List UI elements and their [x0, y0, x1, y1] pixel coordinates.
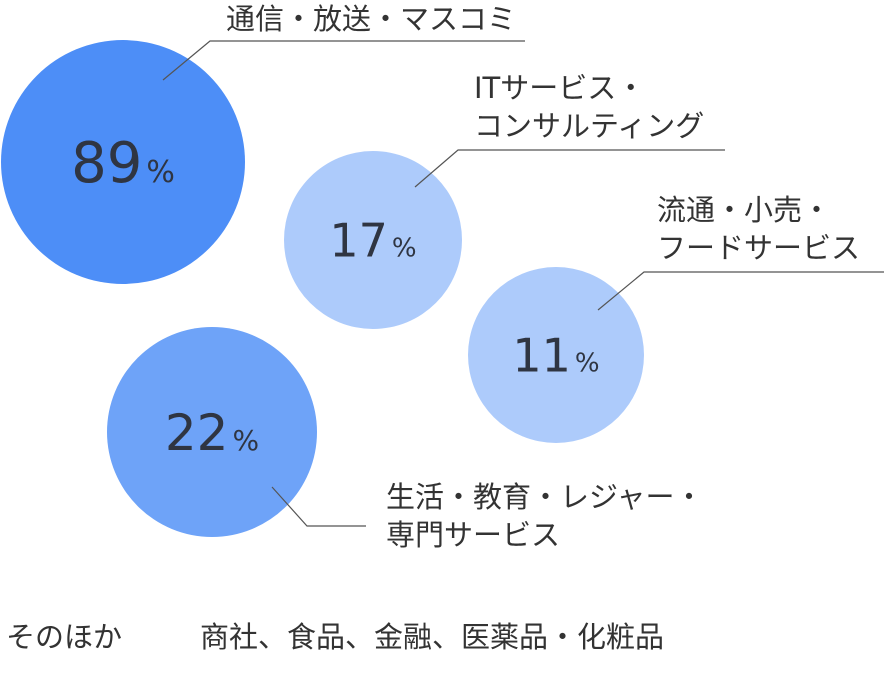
bubble-4: [107, 327, 317, 537]
bubble-unit-3: %: [575, 349, 600, 379]
bubble-group-4: 22 % 生活・教育・レジャー・専門サービス: [107, 327, 704, 552]
bubble-unit-1: %: [146, 155, 175, 190]
category-label-3: 流通・小売・フードサービス: [657, 193, 860, 265]
category-label-line-4-1: 生活・教育・レジャー・: [386, 480, 704, 514]
bubble-unit-4: %: [233, 424, 260, 457]
bubble-3: [468, 267, 644, 443]
bubble-group-2: 17 % ITサービス・コンサルティング: [284, 71, 725, 329]
bubble-1: [1, 40, 245, 284]
bubble-value-label-2: 17%: [329, 214, 416, 268]
category-label-line-3-1: 流通・小売・: [657, 193, 831, 227]
bubble-group-3: 11 % 流通・小売・フードサービス: [468, 193, 884, 443]
bubble-value-label-3: 11%: [512, 329, 599, 383]
bubble-value-1: 89: [71, 131, 142, 196]
category-label-line-2-2: コンサルティング: [474, 109, 704, 143]
category-label-line-3-2: フードサービス: [657, 231, 860, 265]
category-label-line-1-1: 通信・放送・マスコミ: [226, 2, 516, 36]
bubble-value-3: 11: [512, 329, 571, 383]
category-label-line-2-1: ITサービス・: [474, 71, 645, 105]
leader-line-2: [414, 149, 725, 188]
category-label-4: 生活・教育・レジャー・専門サービス: [386, 480, 704, 552]
others-items: 商社、食品、金融、医薬品・化粧品: [200, 620, 665, 654]
category-label-2: ITサービス・コンサルティング: [474, 71, 704, 143]
bubble-unit-2: %: [392, 234, 417, 264]
bubble-value-4: 22: [165, 404, 229, 462]
bubble-value-label-4: 22%: [165, 404, 259, 462]
bubble-group-1: 89 % 通信・放送・マスコミ: [1, 2, 525, 284]
bubble-value-2: 17: [329, 214, 388, 268]
leader-line-1: [162, 40, 525, 81]
bubble-value-label-1: 89%: [71, 131, 175, 196]
leader-line-3: [597, 271, 884, 311]
leader-line-4: [271, 486, 366, 527]
others-label: そのほか: [6, 620, 123, 654]
category-label-line-4-2: 専門サービス: [386, 518, 560, 552]
category-label-1: 通信・放送・マスコミ: [226, 2, 516, 36]
bubble-2: [284, 151, 462, 329]
